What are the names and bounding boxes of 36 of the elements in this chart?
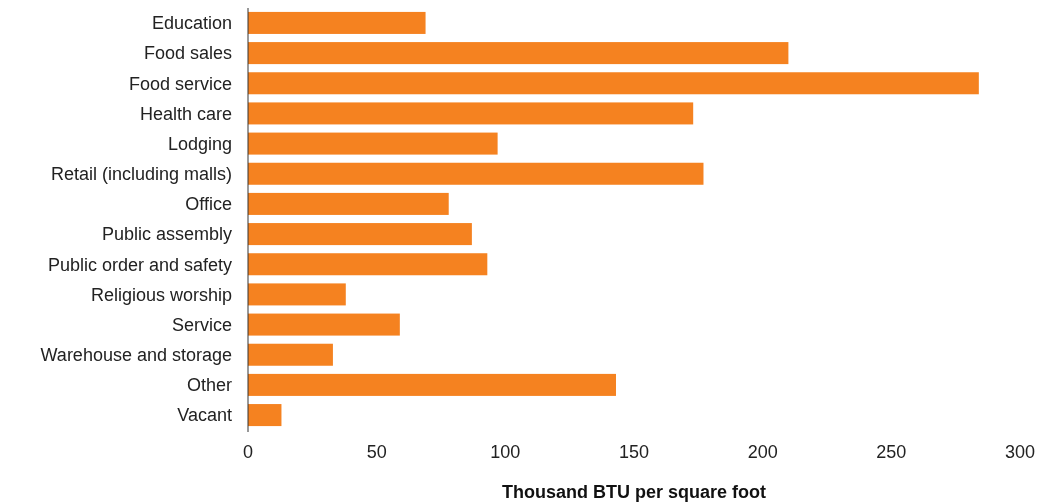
y-tick-label: Service <box>171 314 232 335</box>
bar <box>248 132 498 155</box>
y-tick-label: Public assembly <box>101 224 232 245</box>
x-tick-label: 150 <box>618 442 650 463</box>
y-tick-label: Office <box>185 194 232 215</box>
bar <box>248 313 400 336</box>
bar <box>248 102 694 125</box>
bar <box>248 11 426 34</box>
bar <box>248 283 346 306</box>
x-tick-label: 300 <box>1004 442 1036 463</box>
bar <box>248 72 979 95</box>
x-tick-label: 100 <box>490 442 521 463</box>
y-tick-label: Food service <box>128 73 232 94</box>
y-tick-label: Education <box>151 13 232 34</box>
bar <box>248 192 449 215</box>
bar <box>248 343 333 366</box>
x-tick-label: 50 <box>366 442 387 463</box>
y-tick-label: Vacant <box>177 405 232 426</box>
bar <box>248 373 616 396</box>
y-tick-label: Health care <box>139 103 232 124</box>
y-tick-label: Lodging <box>167 133 232 154</box>
y-tick-label: Religious worship <box>90 284 232 305</box>
y-tick-label: Public order and safety <box>47 254 232 275</box>
bar <box>248 162 704 185</box>
y-tick-label: Retail (including malls) <box>50 164 232 185</box>
x-tick-label: 250 <box>876 442 907 463</box>
bar <box>248 404 282 427</box>
x-tick-label: 200 <box>747 442 778 463</box>
bar <box>248 223 472 246</box>
y-tick-label: Food sales <box>143 43 232 64</box>
bar <box>248 42 789 65</box>
x-tick-label: 0 <box>242 442 254 463</box>
x-axis-title: Thousand BTU per square foot <box>501 482 767 503</box>
y-tick-label: Warehouse and storage <box>40 345 232 366</box>
y-tick-label: Other <box>186 375 232 396</box>
bar <box>248 253 488 276</box>
